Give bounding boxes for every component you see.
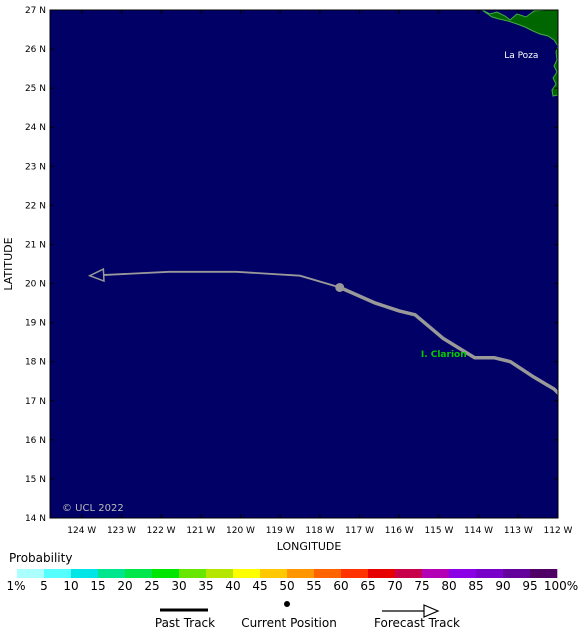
place-label-clarion: I. Clarion [421, 350, 467, 360]
probability-swatch [314, 569, 342, 578]
forecast-track-key-arrow [423, 604, 440, 618]
lat-tick-label: 26 N [25, 45, 46, 55]
storm-tracks [87, 267, 558, 396]
lon-tick-label: 122 W [147, 526, 176, 536]
lon-tick-label: 120 W [226, 526, 255, 536]
lat-tick-label: 27 N [25, 6, 46, 16]
lon-tick-label: 118 W [305, 526, 334, 536]
probability-labels: 1% 5 10 15 20 25 30 35 40 45 50 55 60 65 70 75 80 85 90 95 1… [0, 579, 580, 595]
lon-tick-label: 119 W [266, 526, 295, 536]
probability-swatch [368, 569, 396, 578]
probability-swatch [341, 569, 369, 578]
forecast-track-arrowhead [87, 267, 105, 283]
probability-swatch [71, 569, 99, 578]
past-track-label: Past Track [154, 616, 216, 630]
probability-label: 50 [279, 579, 295, 593]
probability-swatch [476, 569, 504, 578]
lon-tick-label: 123 W [107, 526, 136, 536]
probability-label: 95 [522, 579, 538, 593]
probability-label: 85 [468, 579, 484, 593]
probability-swatch [449, 569, 477, 578]
lat-tick-label: 25 N [25, 84, 46, 94]
probability-label: 90 [495, 579, 511, 593]
probability-label: 45 [252, 579, 268, 593]
lat-tick-label: 16 N [25, 436, 46, 446]
lon-tick-label: 113 W [504, 526, 533, 536]
probability-swatch [179, 569, 207, 578]
ocean-area [50, 10, 558, 518]
probability-label: 30 [171, 579, 187, 593]
place-label-la-poza: La Poza [504, 51, 538, 61]
copyright-text: © UCL 2022 [62, 503, 124, 514]
probability-label: 70 [387, 579, 403, 593]
probability-swatch [260, 569, 288, 578]
probability-swatch [503, 569, 531, 578]
probability-label: 20 [117, 579, 133, 593]
probability-swatch [98, 569, 126, 578]
lat-tick-label: 17 N [25, 397, 46, 407]
y-axis-title: LATITUDE [2, 237, 15, 290]
probability-swatch [422, 569, 450, 578]
probability-label: 100% [543, 579, 579, 593]
lon-tick-label: 117 W [345, 526, 374, 536]
probability-swatch [395, 569, 423, 578]
lat-tick-label: 20 N [25, 280, 46, 290]
probability-swatch [530, 569, 558, 578]
probability-label: 25 [144, 579, 160, 593]
axis-ticks: 14 N 15 N 16 N 17 N 18 N 19 N 20 N 21 N 22 N 23 N… [25, 6, 573, 536]
probability-swatch [17, 569, 45, 578]
probability-swatch [233, 569, 261, 578]
probability-label: 40 [225, 579, 241, 593]
probability-label: 60 [333, 579, 349, 593]
probability-title: Probability [9, 551, 73, 565]
baja-california-land [481, 10, 558, 97]
lat-tick-label: 21 N [25, 240, 46, 250]
probability-swatch [125, 569, 153, 578]
probability-label: 35 [198, 579, 214, 593]
lat-tick-label: 14 N [25, 514, 46, 524]
lat-tick-label: 15 N [25, 475, 46, 485]
probability-label: 80 [441, 579, 457, 593]
probability-swatch [206, 569, 234, 578]
current-position-key-dot [284, 601, 290, 607]
probability-label: 5 [40, 579, 48, 593]
lat-tick-label: 22 N [25, 201, 46, 211]
lat-tick-label: 24 N [25, 123, 46, 133]
lon-tick-label: 116 W [385, 526, 414, 536]
lon-tick-label: 124 W [67, 526, 96, 536]
probability-label: 15 [90, 579, 106, 593]
probability-label: 65 [360, 579, 376, 593]
probability-label: 55 [306, 579, 322, 593]
forecast-track-line [89, 270, 340, 289]
map-frame [49, 9, 559, 519]
lat-tick-label: 19 N [25, 319, 46, 329]
lon-tick-label: 112 W [544, 526, 573, 536]
probability-label: 75 [414, 579, 430, 593]
probability-swatch [44, 569, 72, 578]
x-axis-title: LONGITUDE [277, 540, 342, 553]
current-position-marker [335, 282, 345, 292]
lat-tick-label: 23 N [25, 162, 46, 172]
probability-color-bar [17, 569, 558, 578]
lon-tick-label: 121 W [186, 526, 215, 536]
current-position-label: Current Position [241, 616, 337, 630]
probability-swatch [152, 569, 180, 578]
probability-label: 10 [63, 579, 79, 593]
lat-tick-label: 18 N [25, 358, 46, 368]
forecast-track-label: Forecast Track [374, 616, 460, 630]
past-track-line [338, 285, 558, 396]
probability-label: 1% [6, 579, 26, 593]
probability-swatch [287, 569, 315, 578]
lon-tick-label: 114 W [464, 526, 493, 536]
lon-tick-label: 115 W [424, 526, 453, 536]
